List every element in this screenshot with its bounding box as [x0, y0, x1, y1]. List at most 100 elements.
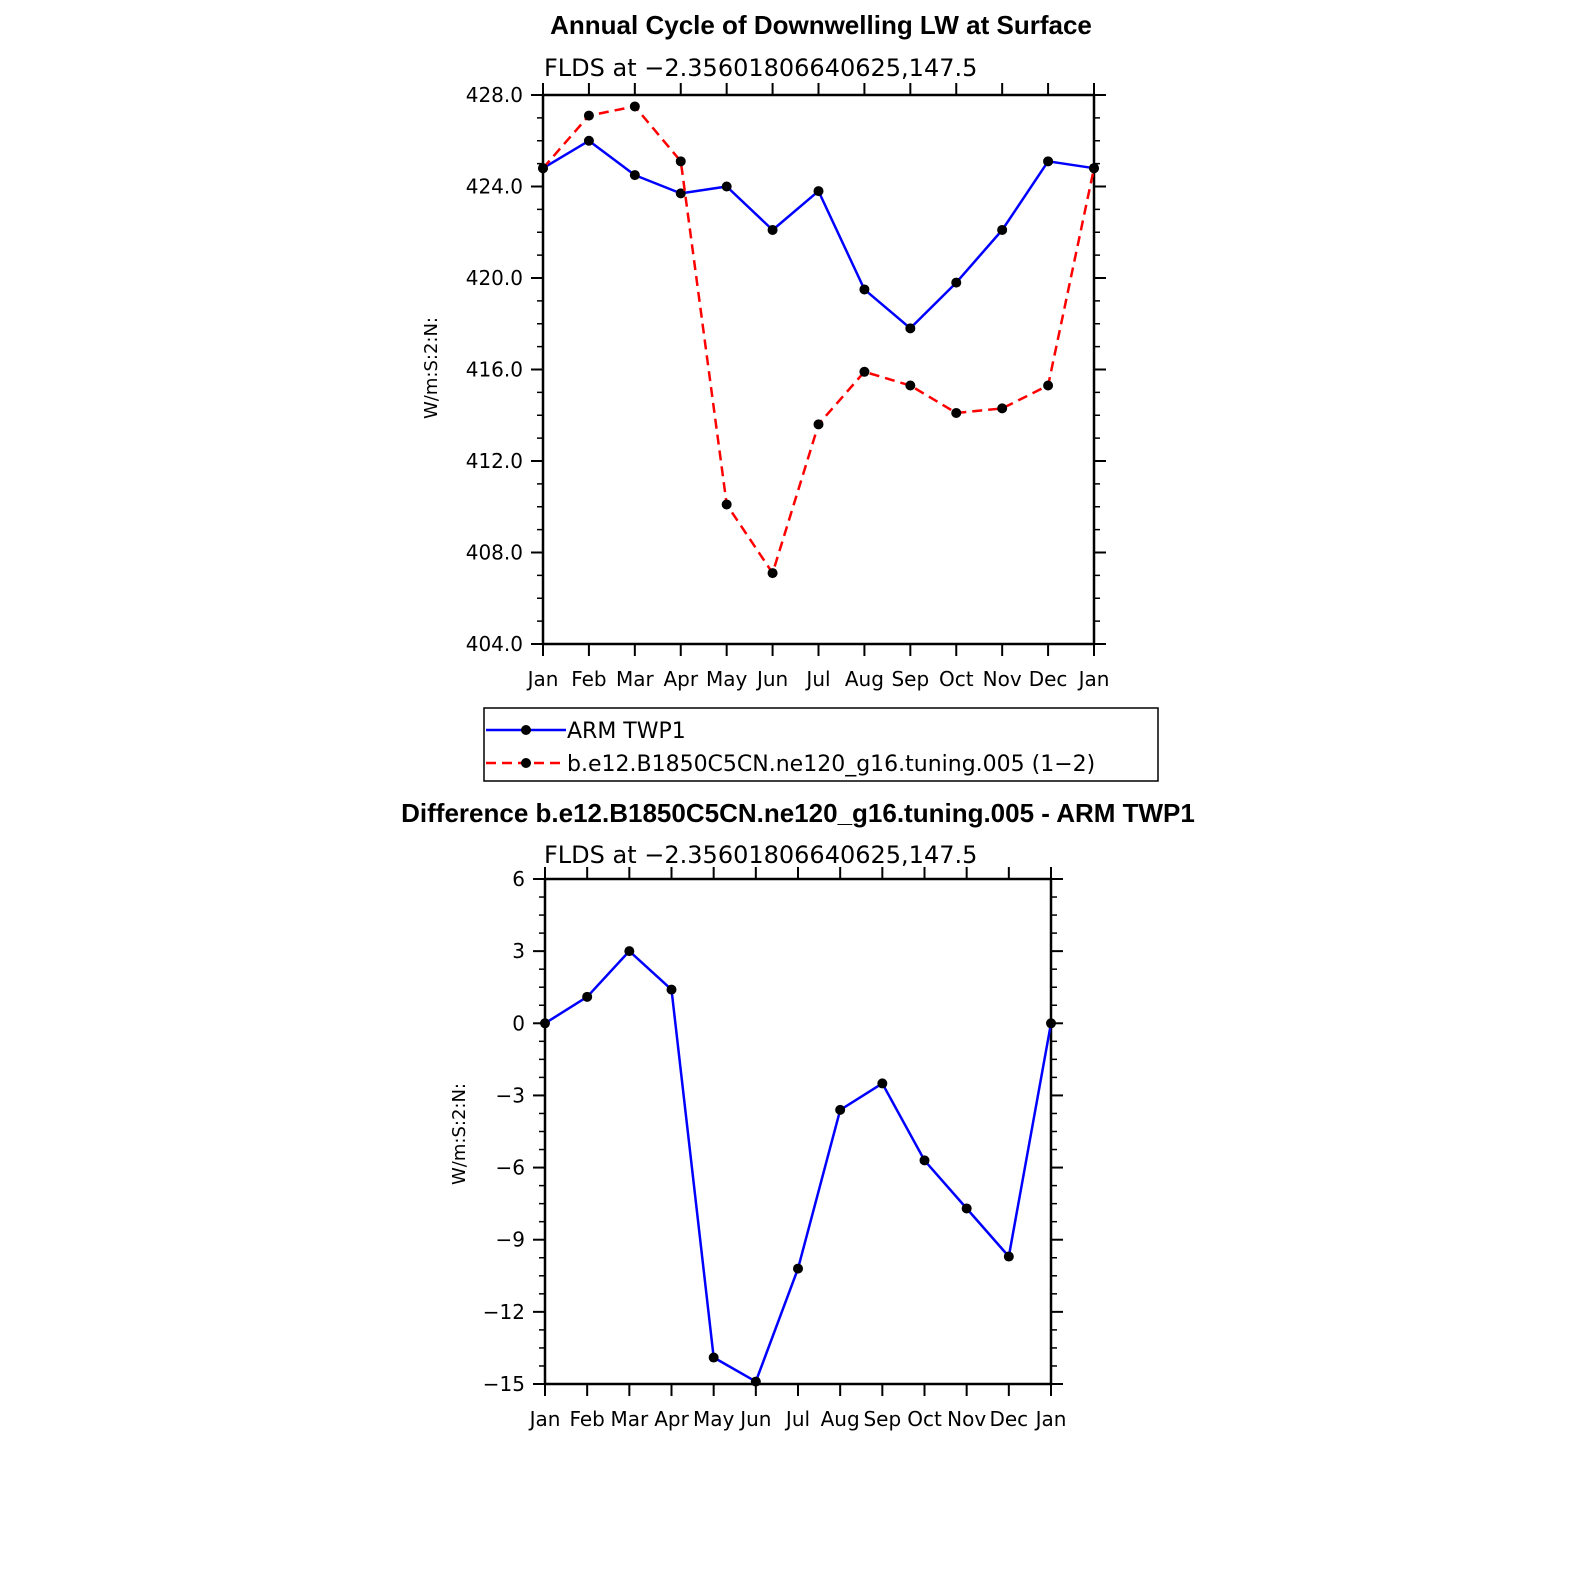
panel1-series-1-point [905, 380, 916, 391]
panel1-series-0-point [859, 284, 870, 295]
panel2-series-0-point [666, 984, 677, 995]
panel2-subtitle: FLDS at −2.35601806640625,147.5 [544, 841, 977, 869]
panel2-title: Difference b.e12.B1850C5CN.ne120_g16.tun… [401, 798, 1195, 828]
panel1-series-line-0 [542, 139, 1095, 330]
panel1-series-0-point [629, 170, 640, 181]
panel1-series-1-point [1043, 380, 1054, 391]
panel1-ytick-label: 404.0 [466, 632, 523, 656]
panel2-xtick-label: Jan [1034, 1407, 1067, 1431]
panel1-ylabel: W/m:S:2:N: [421, 317, 442, 419]
panel2-xtick-label: Jan [528, 1407, 561, 1431]
panel1-ytick-label: 412.0 [466, 449, 523, 473]
panel2-ytick-label: 3 [512, 939, 525, 963]
panel1-series [538, 101, 1099, 579]
difference-panel: Difference b.e12.B1850C5CN.ne120_g16.tun… [401, 798, 1195, 1431]
panel2-series-0-point [540, 1018, 550, 1029]
panel1-series-0-point [905, 323, 916, 334]
panel2-xtick-label: Jul [784, 1407, 810, 1431]
panel1-series-1-point [951, 407, 962, 418]
panel2-ytick-label: 6 [512, 867, 525, 891]
panel1-ytick-label: 424.0 [466, 175, 523, 199]
panel1-xtick-label: Sep [891, 667, 929, 691]
panel1-xtick-label: Oct [939, 667, 974, 691]
panel2-ytick-label: 0 [512, 1011, 525, 1035]
panel1-series-1-point [675, 156, 686, 167]
panel1-xtick-label: Aug [845, 667, 884, 691]
panel1-series-1-point [538, 163, 548, 174]
panel1-xtick-label: Dec [1029, 667, 1068, 691]
panel2-xtick-label: Aug [821, 1407, 860, 1431]
panel1-series-0-point [721, 181, 732, 192]
panel2-series [540, 946, 1056, 1387]
panel1-xtick-label: Feb [571, 667, 606, 691]
panel1-series-1-point [859, 366, 870, 377]
panel2-ytick-label: −9 [496, 1228, 525, 1252]
panel1-series-1-point [721, 499, 732, 510]
panel1-xtick-label: Jan [1077, 667, 1110, 691]
panel2-series-0-point [750, 1376, 761, 1387]
panel1-plot-frame [541, 93, 1096, 646]
panel2-xtick-label: Sep [863, 1407, 901, 1431]
panel1-series-0-point [951, 277, 962, 288]
panel1-series-0-point [675, 188, 686, 199]
panel2-series-line-0 [544, 949, 1053, 1383]
panel2-xtick-label: May [693, 1407, 735, 1431]
panel1-xtick-label: Jun [755, 667, 788, 691]
panel1-xtick-label: Mar [616, 667, 655, 691]
panel1-series-1-point [1089, 163, 1099, 174]
panel2-series-0-point [1003, 1251, 1014, 1262]
legend-marker-reference [521, 758, 531, 768]
panel1-xtick-label: May [706, 667, 748, 691]
legend-box [483, 707, 1159, 782]
panel1-series-0-point [767, 224, 778, 235]
panel1-ytick-label: 428.0 [466, 83, 523, 107]
panel1-title: Annual Cycle of Downwelling LW at Surfac… [550, 10, 1092, 40]
panel1-series-0-point [583, 135, 594, 146]
panel2-series-0-point [1046, 1018, 1056, 1029]
panel1-xtick-label: Jul [804, 667, 830, 691]
panel2-series-0-point [582, 991, 593, 1002]
legend-marker-model [521, 725, 531, 735]
panel2-plot-frame [543, 877, 1053, 1386]
panel2-series-0-point [877, 1078, 888, 1089]
panel2-xtick-label: Oct [907, 1407, 942, 1431]
panel1-series-1-point [813, 419, 824, 430]
panel1-axes: 404.0 408.0 412.0 416.0 420.0 424.0 428.0 Jan Fe… [466, 83, 1110, 691]
panel1-series-0-point [813, 186, 824, 197]
panel1-ytick-label: 420.0 [466, 266, 523, 290]
panel1-ytick-label: 416.0 [466, 358, 523, 382]
panel2-xtick-label: Feb [569, 1407, 604, 1431]
panel2-series-0-point [624, 946, 635, 957]
panel2-ylabel: W/m:S:2:N: [449, 1083, 470, 1185]
panel2-ytick-label: −15 [483, 1372, 525, 1396]
panel1-series-0-point [1043, 156, 1054, 167]
panel2-xtick-label: Mar [610, 1407, 649, 1431]
panel2-ytick-label: −6 [496, 1156, 525, 1180]
panel1-series-1-point [767, 568, 778, 579]
panel2-xtick-label: Jun [738, 1407, 771, 1431]
panel1-xtick-label: Jan [526, 667, 559, 691]
panel1-ytick-label: 408.0 [466, 541, 523, 565]
legend-label-reference: b.e12.B1850C5CN.ne120_g16.tuning.005 (1−… [567, 752, 1095, 777]
panel2-xtick-label: Nov [947, 1407, 986, 1431]
panel2-series-0-point [708, 1352, 719, 1363]
panel2-xtick-label: Dec [989, 1407, 1028, 1431]
legend-label-model: ARM TWP1 [567, 719, 686, 744]
panel2-xtick-label: Apr [654, 1407, 689, 1431]
panel2-series-0-point [961, 1203, 972, 1214]
panel1-series-line-1 [542, 105, 1096, 575]
panel2-series-0-point [835, 1104, 846, 1115]
panel2-axes: −15 −12 −9 −6 −3 0 3 6 Jan Feb Mar Apr May Jun Jul Aug S… [483, 867, 1067, 1431]
panel1-series-1-point [583, 110, 594, 121]
panel2-ytick-label: −12 [483, 1300, 525, 1324]
legend: ARM TWP1 b.e12.B1850C5CN.ne120_g16.tunin… [483, 707, 1159, 782]
panel1-subtitle: FLDS at −2.35601806640625,147.5 [544, 54, 977, 82]
panel2-series-0-point [793, 1263, 803, 1274]
panel1-series-1-point [997, 403, 1008, 414]
panel2-series-0-point [919, 1155, 930, 1166]
panel1-series-0-point [997, 224, 1008, 235]
panel1-xtick-label: Nov [983, 667, 1022, 691]
panel1-series-1-point [629, 101, 640, 112]
annual-cycle-panel: Annual Cycle of Downwelling LW at Surfac… [421, 10, 1159, 782]
